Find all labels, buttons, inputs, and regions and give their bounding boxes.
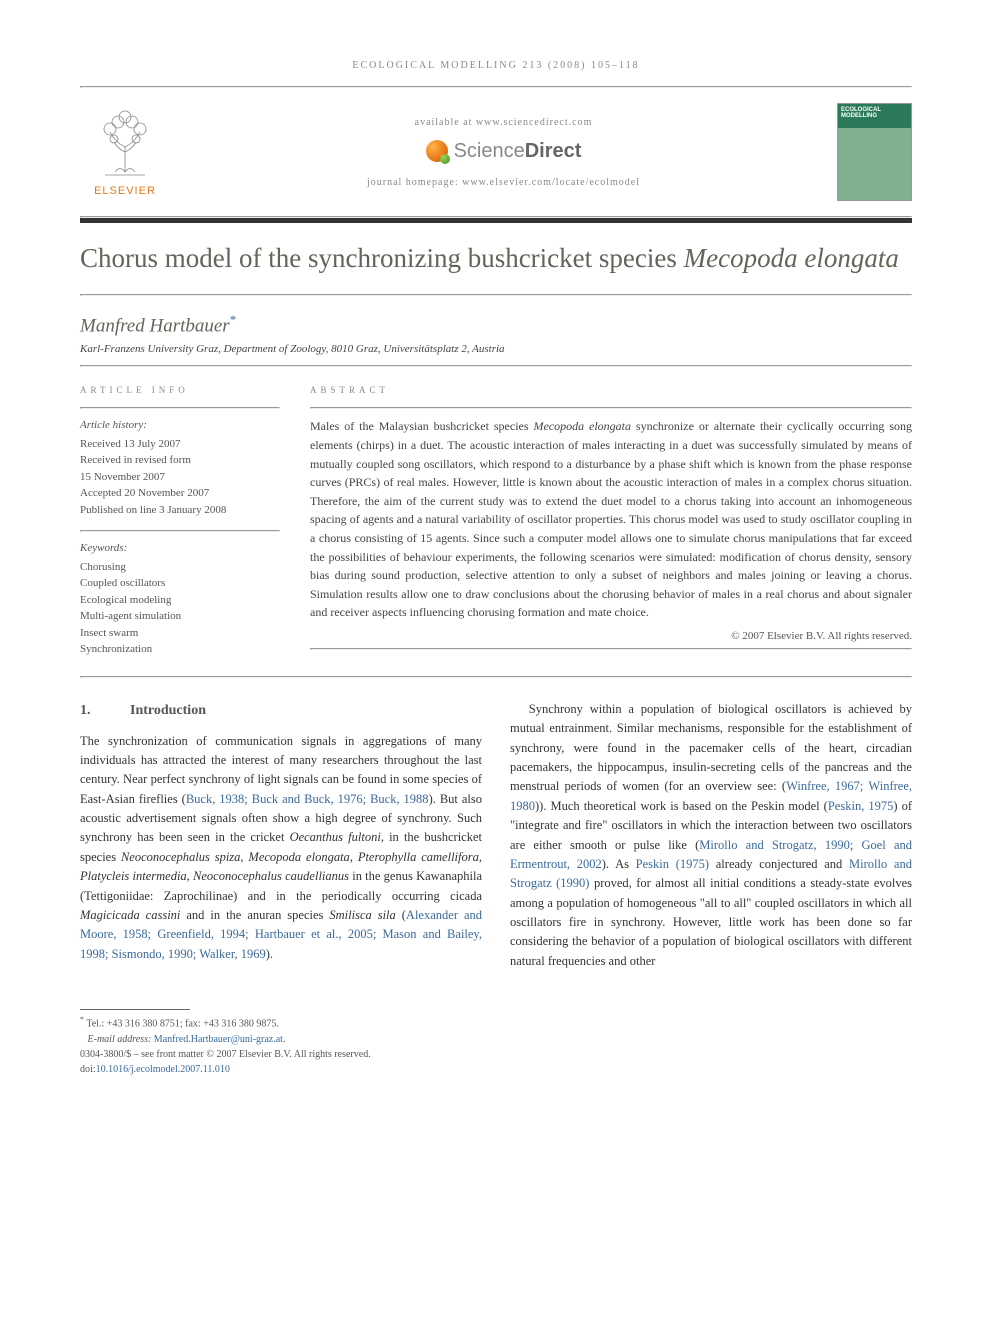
abstract-copyright: © 2007 Elsevier B.V. All rights reserved… [310,630,912,642]
elsevier-tree-icon [90,107,160,177]
author-name: Manfred Hartbauer* [80,312,912,337]
info-abstract-row: ARTICLE INFO Article history: Received 1… [80,367,912,676]
abstract-text: Males of the Malaysian bushcricket speci… [310,417,912,622]
email-footnote: E-mail address: Manfred.Hartbauer@uni-gr… [80,1032,912,1047]
history-line: Received 13 July 2007 [80,436,280,453]
info-rule-2 [80,530,280,532]
keyword: Insect swarm [80,625,280,642]
title-block: Chorus model of the synchronizing bushcr… [80,223,912,294]
footnotes: * Tel.: +43 316 380 8751; fax: +43 316 3… [80,1001,912,1076]
history-line: Published on line 3 January 2008 [80,502,280,519]
keywords-block: Keywords: Chorusing Coupled oscillators … [80,540,280,658]
corresponding-author-footnote: * Tel.: +43 316 380 8751; fax: +43 316 3… [80,1014,912,1031]
keyword: Ecological modeling [80,592,280,609]
elsevier-wordmark: ELSEVIER [80,185,170,197]
footnotes-rule [80,1009,190,1010]
citation-link[interactable]: Peskin, 1975 [828,799,894,813]
journal-homepage-text: journal homepage: www.elsevier.com/locat… [170,177,837,188]
available-at-text: available at www.sciencedirect.com [170,117,837,128]
elsevier-logo: ELSEVIER [80,107,170,197]
section-heading-1: 1.Introduction [80,700,482,722]
keyword: Multi-agent simulation [80,608,280,625]
history-line: Received in revised form [80,452,280,469]
body-paragraph: The synchronization of communication sig… [80,732,482,965]
info-rule [80,407,280,409]
keywords-head: Keywords: [80,540,280,557]
keyword: Synchronization [80,641,280,658]
article-history: Article history: Received 13 July 2007 R… [80,417,280,518]
sciencedirect-ball-icon [426,140,448,162]
masthead-center: available at www.sciencedirect.com Scien… [170,117,837,188]
article-info-label: ARTICLE INFO [80,385,280,395]
abstract-column: ABSTRACT Males of the Malaysian bushcric… [310,385,912,658]
abstract-label: ABSTRACT [310,385,912,395]
doi-link[interactable]: 10.1016/j.ecolmodel.2007.11.010 [96,1064,230,1075]
email-link[interactable]: Manfred.Hartbauer@uni-graz.at [154,1034,283,1045]
abstract-rule [310,407,912,409]
article-info-column: ARTICLE INFO Article history: Received 1… [80,385,280,658]
journal-cover-thumbnail: ECOLOGICAL MODELLING [837,103,912,201]
article-title: Chorus model of the synchronizing bushcr… [80,241,912,276]
keyword: Coupled oscillators [80,575,280,592]
author-block: Manfred Hartbauer* Karl-Franzens Univers… [80,296,912,365]
sciencedirect-logo: ScienceDirect [170,140,837,163]
front-matter-footnote: 0304-3800/$ – see front matter © 2007 El… [80,1047,912,1062]
history-line: 15 November 2007 [80,469,280,486]
keyword: Chorusing [80,559,280,576]
body-text: 1.Introduction The synchronization of co… [80,678,912,971]
citation-link[interactable]: Buck, 1938; Buck and Buck, 1976; Buck, 1… [186,792,429,806]
body-paragraph: Synchrony within a population of biologi… [510,700,912,971]
abstract-rule-bottom [310,648,912,650]
sciencedirect-wordmark: ScienceDirect [454,140,582,163]
author-affiliation: Karl-Franzens University Graz, Departmen… [80,343,912,355]
history-line: Accepted 20 November 2007 [80,485,280,502]
history-head: Article history: [80,417,280,434]
citation-link[interactable]: Peskin (1975) [636,857,709,871]
running-head: ECOLOGICAL MODELLING 213 (2008) 105–118 [80,60,912,71]
masthead: ELSEVIER available at www.sciencedirect.… [80,88,912,216]
doi-footnote: doi:10.1016/j.ecolmodel.2007.11.010 [80,1062,912,1077]
